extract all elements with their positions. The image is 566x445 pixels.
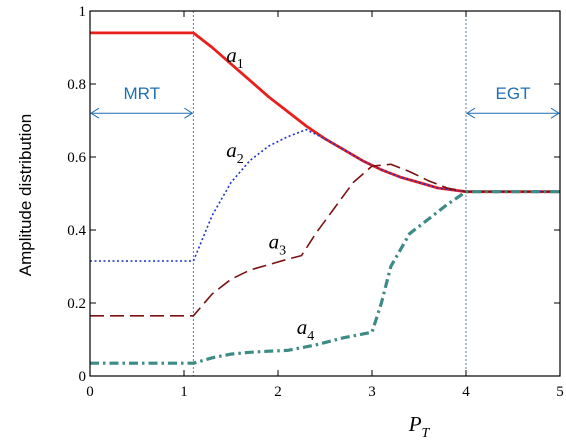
x-tick-label: 5 bbox=[556, 384, 564, 400]
series-lines bbox=[90, 31, 560, 365]
y-tick-label: 0 bbox=[79, 369, 87, 385]
x-axis-title-main: P bbox=[408, 412, 422, 436]
curve-label-a1: a1 bbox=[226, 43, 244, 72]
region-arrow-head-left bbox=[466, 107, 476, 119]
curve-label-main: a bbox=[269, 229, 280, 253]
curve-label-a4: a4 bbox=[297, 315, 315, 344]
series-line-a4 bbox=[90, 190, 560, 365]
region-label-egt: EGT bbox=[496, 84, 531, 103]
y-tick-label: 0.2 bbox=[67, 296, 86, 312]
x-tick-label: 3 bbox=[368, 384, 376, 400]
curve-label-a3: a3 bbox=[269, 229, 287, 258]
x-tick-label: 0 bbox=[86, 384, 94, 400]
series-line-a2 bbox=[90, 128, 560, 262]
curve-label-a2: a2 bbox=[226, 138, 244, 167]
curve-label-main: a bbox=[226, 43, 237, 67]
x-tick-label: 2 bbox=[274, 384, 282, 400]
region-annotations: MRT EGT bbox=[90, 84, 560, 119]
curve-label-main: a bbox=[297, 315, 308, 339]
y-tick-label: 1 bbox=[79, 4, 87, 20]
axis-ticks: 0 1 2 3 4 5 0 0.2 0.4 0.6 0.8 1 bbox=[67, 4, 564, 400]
curve-label-sub: 2 bbox=[237, 152, 244, 167]
region-arrow-head-left bbox=[90, 107, 100, 119]
series-line-a1 bbox=[90, 31, 560, 194]
y-axis-title: Amplitude distribution bbox=[16, 114, 35, 277]
x-tick-label: 1 bbox=[180, 384, 188, 400]
curve-label-sub: 4 bbox=[307, 329, 314, 344]
plot-frame bbox=[89, 10, 561, 377]
plot-area-border bbox=[89, 10, 561, 377]
curve-label-sub: 3 bbox=[279, 243, 286, 258]
curve-label-sub: 1 bbox=[237, 57, 244, 72]
region-arrow-head-right bbox=[550, 107, 560, 119]
y-tick-label: 0.4 bbox=[67, 223, 86, 239]
y-tick-label: 0.6 bbox=[67, 150, 86, 166]
region-label-mrt: MRT bbox=[123, 84, 160, 103]
y-tick-label: 0.8 bbox=[67, 77, 86, 93]
curve-label-main: a bbox=[226, 138, 237, 162]
region-arrow-head-right bbox=[184, 107, 194, 119]
x-tick-label: 4 bbox=[462, 384, 470, 400]
x-axis-title-sub: T bbox=[422, 426, 431, 441]
x-axis-title: PT bbox=[408, 412, 431, 441]
series-line-a3 bbox=[90, 163, 560, 317]
